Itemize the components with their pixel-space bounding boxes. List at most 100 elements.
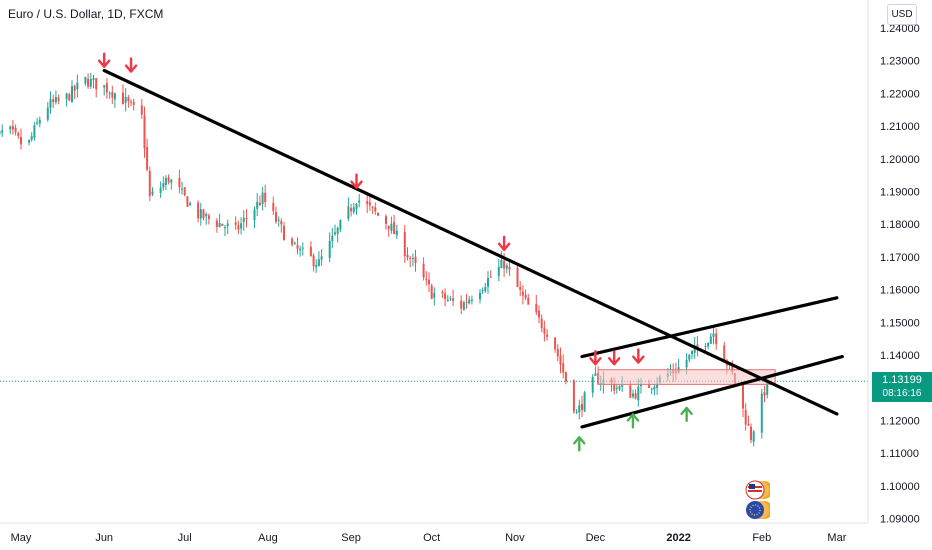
candle (760, 389, 763, 439)
candle (20, 128, 22, 150)
candle (433, 287, 436, 306)
plot-area[interactable] (0, 72, 868, 447)
candle (709, 333, 712, 344)
candle (650, 387, 653, 395)
candle (280, 218, 283, 233)
candle (409, 256, 412, 268)
candle (57, 94, 60, 105)
candle (162, 176, 165, 191)
price-tick-label: 1.24000 (880, 23, 920, 35)
candle (414, 249, 417, 272)
candle (336, 226, 339, 243)
candle (742, 384, 744, 418)
candle (52, 94, 55, 109)
candle (148, 166, 151, 202)
candle (197, 200, 200, 223)
candle (460, 295, 463, 315)
time-axis[interactable]: May Jun Jul Aug Sep Oct Nov Dec 2022 Feb Mar (11, 532, 847, 544)
candle (226, 219, 229, 234)
candle (422, 257, 425, 281)
candle (146, 138, 149, 172)
candle (562, 354, 565, 379)
candle (572, 379, 575, 414)
down-arrow-icon[interactable] (497, 235, 511, 252)
candle (103, 84, 106, 96)
candle (594, 366, 597, 376)
candle (124, 87, 127, 112)
candle (352, 203, 355, 215)
candle (479, 289, 481, 304)
candle (406, 247, 409, 261)
candle (446, 295, 449, 302)
candle (277, 216, 280, 227)
candle (465, 293, 468, 309)
candle (320, 249, 323, 266)
candle (441, 289, 444, 298)
candle (328, 232, 331, 263)
candle (688, 354, 691, 363)
time-tick-label: May (11, 532, 32, 544)
price-tick-label: 1.22000 (880, 88, 920, 100)
down-arrow-icon[interactable] (607, 350, 621, 366)
price-tick-label: 1.23000 (880, 56, 920, 68)
candle (390, 216, 393, 234)
candle (395, 224, 398, 240)
price-tick-label: 1.15000 (880, 317, 920, 329)
candle (33, 122, 36, 141)
candle (339, 219, 342, 232)
candle (237, 220, 240, 234)
down-arrow-icon[interactable] (350, 173, 363, 189)
candle (543, 320, 546, 342)
candle (355, 203, 358, 215)
candle (425, 271, 428, 286)
down-arrow-icon[interactable] (632, 348, 645, 364)
candle (272, 196, 275, 215)
candle (444, 288, 447, 307)
trend-line[interactable] (102, 68, 839, 416)
candle (71, 80, 73, 103)
candle (653, 383, 656, 396)
candle (403, 225, 406, 263)
down-arrow-icon[interactable] (124, 57, 138, 73)
price-axis[interactable]: 1.24000 1.23000 1.22000 1.21000 1.20000 1.190… (880, 23, 920, 526)
eu-events-icon[interactable] (744, 499, 770, 521)
candle (301, 242, 304, 256)
candle (540, 314, 543, 333)
candle (583, 390, 586, 412)
candle (309, 241, 312, 257)
candle (205, 212, 208, 225)
resistance-zone[interactable] (597, 369, 776, 385)
candle (350, 203, 353, 217)
price-tick-label: 1.21000 (880, 121, 920, 133)
candle (707, 342, 710, 350)
time-tick-label: 2022 (666, 532, 690, 544)
candle (92, 74, 95, 89)
candle (9, 125, 12, 134)
price-tick-label: 1.10000 (880, 481, 920, 493)
candle (181, 181, 183, 195)
up-arrow-icon[interactable] (680, 406, 693, 423)
up-arrow-icon[interactable] (573, 436, 586, 452)
symbol-title[interactable]: Euro / U.S. Dollar, 1D, FXCM (8, 7, 164, 21)
candle (127, 95, 130, 108)
currency-selector[interactable]: USD (887, 4, 917, 25)
candle (618, 384, 621, 391)
candle (484, 283, 487, 293)
down-arrow-icon[interactable] (589, 350, 602, 366)
candle (95, 78, 98, 98)
price-tick-label: 1.18000 (880, 219, 920, 231)
drawings-layer[interactable] (98, 52, 844, 452)
down-arrow-icon[interactable] (98, 52, 111, 68)
trend-line[interactable] (580, 355, 844, 429)
candle (30, 132, 33, 142)
candle (430, 283, 433, 300)
candle (744, 403, 747, 431)
candle (712, 326, 715, 345)
last-price-value: 1.13199 (882, 374, 922, 386)
candle (65, 92, 68, 107)
candle (113, 92, 116, 108)
us-events-icon[interactable] (744, 479, 770, 501)
up-arrow-icon[interactable] (626, 413, 640, 429)
trend-line[interactable] (580, 296, 839, 359)
